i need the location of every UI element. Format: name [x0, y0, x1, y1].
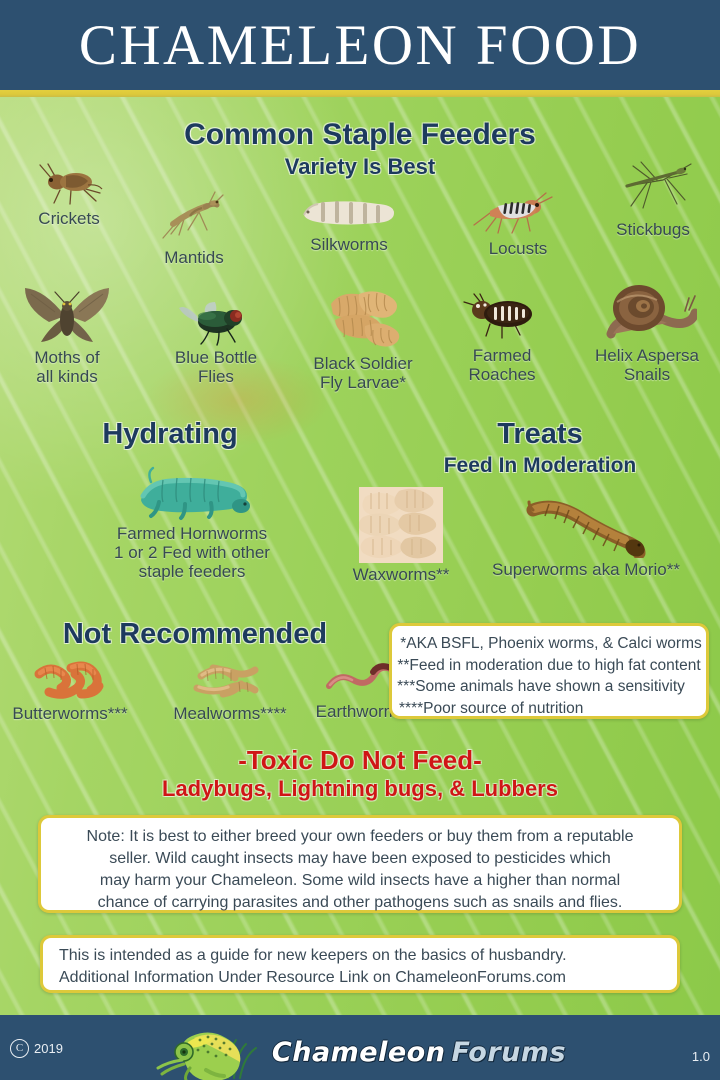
snail-icon — [606, 285, 697, 339]
footnote-line: ****Poor source of nutrition — [399, 699, 584, 717]
toxic-list: Ladybugs, Lightning bugs, & Lubbers — [162, 776, 558, 801]
feeder-label: Helix Aspersa Snails — [595, 346, 699, 384]
bsf-larvae-icon — [331, 291, 400, 347]
feeder-label: Silkworms — [310, 235, 388, 254]
version-label: 1.0 — [691, 1049, 710, 1064]
feeder-label: Crickets — [38, 209, 100, 228]
header-divider — [0, 90, 720, 97]
treat-label: Waxworms** — [352, 565, 450, 584]
feeder-label: Moths of all kinds — [34, 348, 100, 386]
footnote-line: *AKA BSFL, Phoenix worms, & Calci worms — [400, 635, 702, 652]
note-line: Note: It is best to either breed your ow… — [86, 828, 634, 845]
feeder-label: Black Soldier Fly Larvae* — [313, 354, 413, 392]
not-recommended-label: Earthworms — [315, 702, 407, 721]
section-subtitle-treats: Feed In Moderation — [443, 454, 637, 477]
guide-box: This is intended as a guide for new keep… — [40, 935, 680, 993]
section-title-hydrating: Hydrating — [102, 418, 238, 450]
treat-label: Superworms aka Morio** — [491, 560, 680, 579]
not-recommended-item-butterworms: Butterworms*** — [0, 658, 145, 723]
hornworm-icon — [140, 466, 250, 520]
hydrating-label: Farmed Hornworms 1 or 2 Fed with other s… — [114, 524, 270, 581]
section-title-staple: Common Staple Feeders — [184, 118, 536, 151]
note-line: chance of carrying parasites and other p… — [97, 894, 623, 911]
footnotes-box: *AKA BSFL, Phoenix worms, & Calci worms … — [389, 623, 709, 719]
brand-name-primary: Chameleon — [271, 1037, 446, 1068]
feeder-label: Locusts — [488, 239, 548, 258]
page-title: CHAMELEON FOOD — [78, 13, 642, 77]
not-recommended-item-mealworms: Mealworms**** — [150, 658, 310, 723]
moth-icon — [25, 288, 109, 342]
fly-icon — [179, 302, 242, 346]
feeder-item-moths: Moths of all kinds — [0, 284, 142, 386]
feeder-item-locusts: Locusts — [443, 191, 593, 258]
guide-line: This is intended as a guide for new keep… — [59, 947, 567, 964]
hydrating-item-hornworms: Farmed Hornworms 1 or 2 Fed with other s… — [82, 466, 302, 581]
feeder-item-silkworms: Silkworms — [274, 193, 424, 254]
section-title-treats: Treats — [497, 418, 583, 450]
brand-logo[interactable]: Chameleon Forums — [0, 1025, 720, 1080]
locust-icon — [473, 192, 553, 234]
toxic-heading: -Toxic Do Not Feed- — [238, 745, 482, 775]
chameleon-logo-icon — [156, 1032, 257, 1080]
copyright-year: 2019 — [34, 1041, 63, 1056]
footnote-line: ***Some animals have shown a sensitivity — [397, 678, 685, 695]
feeder-label: Mantids — [164, 248, 224, 267]
section-title-not-recommended: Not Recommended — [62, 618, 328, 650]
superworm-icon — [526, 500, 646, 558]
note-line: seller. Wild caught insects may have bee… — [109, 850, 611, 867]
section-subtitle-staple: Variety Is Best — [284, 154, 436, 179]
note-box: Note: It is best to either breed your ow… — [38, 815, 682, 913]
footnote-line: **Feed in moderation due to high fat con… — [397, 656, 701, 674]
poster-footer: C 2019 — [0, 1015, 720, 1080]
stickbug-icon — [625, 161, 692, 209]
poster-header: CHAMELEON FOOD — [0, 0, 720, 90]
waxworm-icon — [359, 487, 443, 563]
cricket-icon — [39, 163, 103, 205]
feeder-label: Farmed Roaches — [468, 346, 536, 384]
feeder-item-stickbugs: Stickbugs — [578, 156, 720, 239]
feeder-item-roaches: Farmed Roaches — [427, 292, 577, 384]
feeder-item-crickets: Crickets — [0, 163, 144, 228]
silkworm-icon — [303, 201, 394, 225]
copyright-icon: C — [10, 1039, 29, 1058]
treat-item-superworms: Superworms aka Morio** — [486, 498, 686, 579]
feeder-item-blue-bottle-flies: Blue Bottle Flies — [141, 300, 291, 386]
note-line: may harm your Chameleon. Some wild insec… — [99, 872, 621, 889]
feeder-label: Blue Bottle Flies — [174, 348, 258, 386]
treat-item-waxworms: Waxworms** — [326, 487, 476, 584]
butterworm-icon — [34, 661, 104, 699]
mantis-icon — [162, 191, 224, 239]
mealworm-icon — [193, 664, 259, 698]
roach-icon — [463, 293, 532, 339]
guide-line: Additional Information Under Resource Li… — [59, 969, 566, 986]
not-recommended-label: Butterworms*** — [12, 704, 128, 723]
copyright: C 2019 — [10, 1039, 63, 1058]
feeder-label: Stickbugs — [616, 220, 690, 239]
brand-name-secondary: Forums — [451, 1037, 567, 1068]
not-recommended-label: Mealworms**** — [173, 704, 287, 723]
feeder-item-bsf-larvae: Black Soldier Fly Larvae* — [288, 286, 438, 392]
feeder-item-mantids: Mantids — [119, 190, 269, 267]
not-recommended-item-earthworms: Earthworms — [291, 660, 431, 721]
feeder-item-snails: Helix Aspersa Snails — [572, 282, 720, 384]
